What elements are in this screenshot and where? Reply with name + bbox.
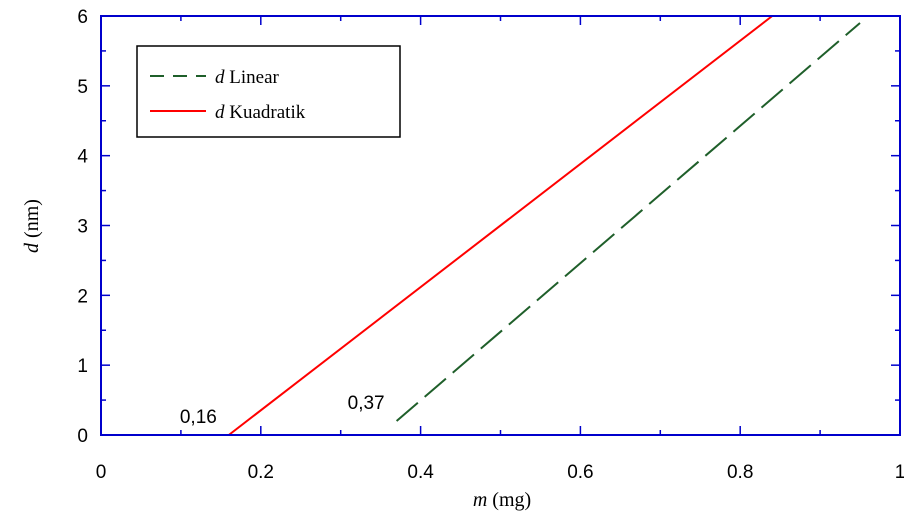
y-tick-label: 0 bbox=[77, 426, 88, 447]
legend: d Linear d Kuadratik bbox=[136, 45, 401, 138]
y-axis-label: d (nm) bbox=[21, 199, 43, 253]
x-tick-label: 0.6 bbox=[567, 462, 593, 483]
series-layer bbox=[228, 15, 861, 436]
y-tick-label: 2 bbox=[77, 286, 88, 307]
x-tick-label: 0 bbox=[96, 462, 107, 483]
y-tick-label: 3 bbox=[77, 217, 88, 238]
x-tick-label: 1 bbox=[895, 462, 904, 483]
y-tick-label: 1 bbox=[77, 356, 88, 377]
labels-layer: 0 0.2 0.4 0.6 0.8 1 0 1 2 3 4 5 6 0,16 0,37 bbox=[77, 7, 904, 483]
x-tick-label: 0.2 bbox=[248, 462, 274, 483]
series-line-linear bbox=[395, 22, 861, 422]
y-tick-label: 6 bbox=[77, 7, 88, 28]
series-line-kuadratik bbox=[228, 15, 773, 436]
annotation-label: 0,37 bbox=[348, 393, 385, 414]
plot-frame bbox=[100, 15, 901, 436]
x-axis-label: m (mg) bbox=[473, 489, 531, 511]
legend-label-linear: d Linear bbox=[215, 67, 280, 88]
annotation-label: 0,16 bbox=[180, 407, 217, 428]
y-tick-label: 5 bbox=[77, 77, 88, 98]
legend-label-kuadratik: d Kuadratik bbox=[215, 102, 306, 123]
x-tick-label: 0.8 bbox=[727, 462, 753, 483]
y-tick-label: 4 bbox=[77, 147, 88, 168]
legend-box bbox=[136, 45, 401, 138]
x-tick-label: 0.4 bbox=[407, 462, 434, 483]
